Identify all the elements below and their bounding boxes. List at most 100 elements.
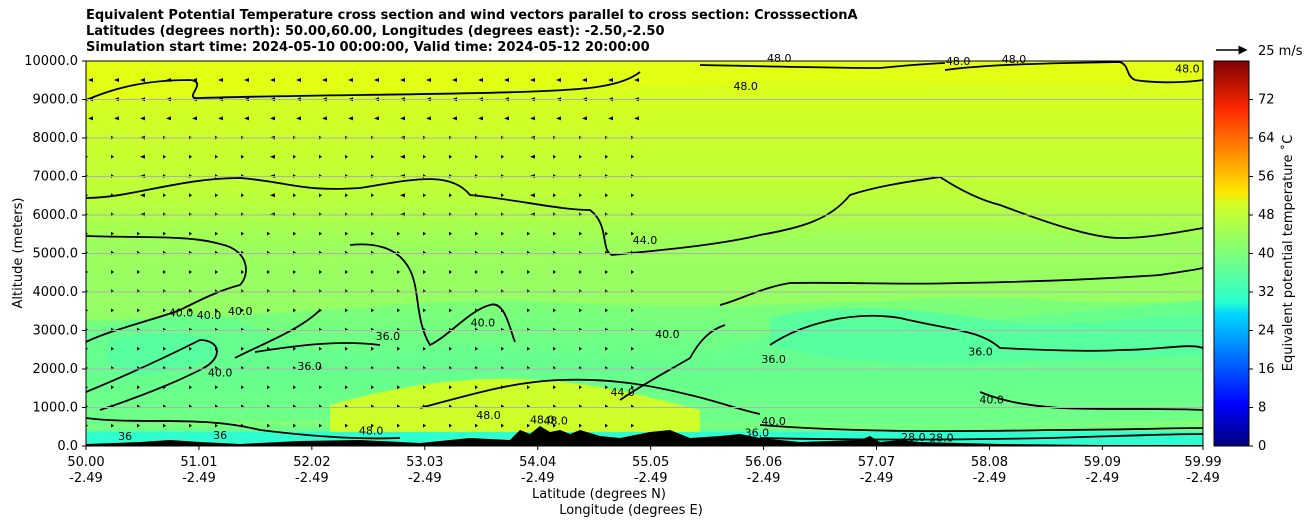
wind-vector [241, 423, 244, 428]
wind-vector [189, 308, 192, 313]
wind-vector [189, 423, 192, 428]
wind-vector [605, 193, 608, 198]
contour-label: 48.0 [359, 424, 384, 437]
x-tick-label-lat: 54.04 [519, 455, 556, 470]
wind-vector [579, 423, 582, 428]
x-tick-label-lat: 55.05 [632, 455, 669, 470]
wind-vector [371, 193, 374, 198]
wind-vector [241, 270, 244, 274]
wind-vector [553, 346, 556, 351]
colorbar-tick-label: 0 [1258, 439, 1266, 454]
wind-vector [88, 78, 93, 82]
wind-vector [137, 231, 140, 236]
wind-vector [241, 346, 244, 351]
wind-vector [501, 154, 504, 159]
contour-label: 36.0 [745, 426, 770, 439]
wind-vector [137, 423, 140, 428]
wind-vector [163, 385, 166, 390]
colorbar-tick-label: 8 [1258, 401, 1266, 416]
y-axis-label: Altitude (meters) [11, 198, 26, 309]
wind-vector [166, 116, 171, 121]
wind-vector [582, 116, 587, 121]
wind-vector [426, 78, 431, 82]
contour-label: 44.0 [633, 234, 658, 247]
colorbar-tick-label: 64 [1258, 131, 1275, 146]
wind-vector [527, 346, 530, 351]
wind-vector [244, 116, 249, 121]
wind-vector [423, 308, 426, 313]
wind-vector [140, 154, 145, 159]
wind-vector [634, 78, 639, 82]
x-tick-label-lon: -2.49 [295, 471, 329, 486]
wind-vector [475, 308, 478, 313]
chart-title-line-2: Latitudes (degrees north): 50.00,60.00, … [86, 24, 665, 39]
wind-vector [527, 270, 530, 274]
wind-vector [319, 385, 322, 390]
contour-label: 28.0 [901, 431, 926, 444]
wind-vector [449, 423, 452, 428]
wind-vector [319, 308, 322, 313]
colorbar-tick-label: 40 [1258, 247, 1275, 262]
wind-vector [166, 78, 171, 82]
contour-label: 36.0 [376, 330, 401, 343]
wind-vector [374, 116, 379, 121]
x-tick-label-lat: 58.08 [971, 455, 1008, 470]
colorbar-scale [1213, 60, 1250, 447]
contour-label: 36 [213, 429, 227, 442]
wind-vector [267, 270, 270, 274]
wind-vector [579, 270, 582, 274]
wind-vector [345, 270, 348, 274]
wind-vector [218, 116, 223, 121]
wind-vector [608, 116, 613, 121]
x-tick-label-lon: -2.49 [408, 471, 442, 486]
wind-vector [631, 423, 634, 428]
wind-vector [504, 78, 509, 82]
wind-vector [475, 193, 478, 198]
wind-vector [371, 346, 374, 351]
wind-vector [241, 308, 244, 313]
wind-vector [501, 346, 504, 351]
wind-vector [140, 78, 145, 82]
wind-vector [397, 385, 400, 390]
wind-vector [163, 154, 166, 159]
wind-vector [267, 346, 270, 351]
y-tick-label: 4000.0 [33, 285, 79, 300]
wind-vector [244, 78, 249, 82]
wind-vector [218, 78, 223, 82]
wind-vector [296, 116, 301, 121]
wind-vector [322, 78, 327, 82]
wind-vector [345, 423, 348, 428]
wind-vector [163, 193, 166, 198]
wind-vector [189, 231, 192, 236]
horizontal-gridlines [86, 99, 1203, 408]
wind-vector [501, 308, 504, 313]
wind-vector [553, 154, 556, 159]
wind-vector [423, 154, 426, 159]
contour-label: 36.0 [297, 360, 322, 373]
wind-vector [293, 231, 296, 236]
wind-vector [631, 193, 634, 198]
x-tick-label-lon: -2.49 [973, 471, 1007, 486]
wind-vector [293, 423, 296, 428]
wind-vector [423, 346, 426, 351]
wind-vector [270, 116, 275, 121]
wind-vector [631, 346, 634, 351]
wind-vector [397, 308, 400, 313]
contour-label: 40.0 [471, 317, 496, 330]
wind-vector [267, 308, 270, 313]
wind-vector [241, 385, 244, 390]
contour-label: 44.0 [610, 386, 635, 399]
wind-vector [189, 385, 192, 390]
wind-vector [527, 423, 530, 428]
y-tick-label: 7000.0 [33, 170, 79, 185]
chart-title-line-1: Equivalent Potential Temperature cross s… [86, 8, 858, 23]
wind-vector [423, 193, 426, 198]
wind-vector [423, 231, 426, 236]
y-tick-label: 3000.0 [33, 324, 79, 339]
x-axis-label-longitude: Longitude (degrees E) [559, 503, 703, 518]
wind-vector [605, 270, 608, 274]
wind-vector [371, 308, 374, 313]
wind-vector [452, 116, 457, 121]
wind-vector [189, 346, 192, 351]
wind-vector [267, 231, 270, 236]
